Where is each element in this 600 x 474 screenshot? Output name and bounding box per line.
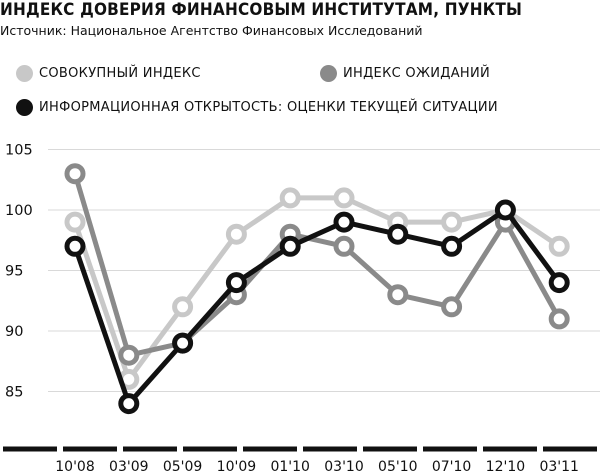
data-point-expectations-5	[333, 235, 355, 257]
legend-item-current: ИНФОРМАЦИОННАЯ ОТКРЫТОСТЬ: ОЦЕНКИ ТЕКУЩЕ…	[16, 99, 498, 116]
data-point-expectations-6	[387, 284, 409, 306]
series-line-current	[72, 207, 562, 407]
legend-label-current: ИНФОРМАЦИОННАЯ ОТКРЫТОСТЬ: ОЦЕНКИ ТЕКУЩЕ…	[39, 100, 498, 115]
data-point-composite-2	[172, 296, 194, 318]
x-tick-label: 10'08	[55, 459, 94, 474]
series-line-composite	[72, 195, 562, 382]
data-point-expectations-7	[441, 296, 463, 318]
x-tick-label: 01'10	[270, 459, 309, 474]
y-tick-label-95: 95	[5, 264, 23, 280]
chart-title: ИНДЕКС ДОВЕРИЯ ФИНАНСОВЫМ ИНСТИТУТАМ, ПУ…	[0, 0, 523, 20]
data-point-current-8	[494, 199, 516, 221]
x-tick-label: 10'09	[217, 459, 256, 474]
x-tick-label: 05'09	[163, 459, 202, 474]
y-tick-label-100: 100	[5, 203, 33, 219]
data-point-composite-7	[441, 211, 463, 233]
legend-marker-expectations	[320, 65, 337, 82]
data-point-composite-0	[64, 211, 86, 233]
data-point-current-7	[441, 235, 463, 257]
data-point-current-9	[548, 272, 570, 294]
data-point-expectations-9	[548, 308, 570, 330]
data-point-current-0	[64, 235, 86, 257]
series-line-expectations	[72, 171, 562, 358]
data-point-composite-9	[548, 235, 570, 257]
chart-source: Источник: Национальное Агентство Финансо…	[0, 23, 423, 38]
legend-item-expectations: ИНДЕКС ОЖИДАНИЙ	[320, 65, 490, 82]
x-tick-label: 05'10	[378, 459, 417, 474]
x-tick-label: 03'11	[539, 459, 578, 474]
data-point-current-6	[387, 223, 409, 245]
legend-label-expectations: ИНДЕКС ОЖИДАНИЙ	[343, 66, 491, 81]
legend-label-composite: СОВОКУПНЫЙ ИНДЕКС	[39, 66, 201, 81]
x-tick-label: 07'10	[432, 459, 471, 474]
data-point-current-4	[279, 235, 301, 257]
legend-item-composite: СОВОКУПНЫЙ ИНДЕКС	[16, 65, 201, 82]
x-tick-label: 03'10	[324, 459, 363, 474]
legend-marker-current	[16, 99, 33, 116]
data-point-composite-5	[333, 187, 355, 209]
data-point-composite-4	[279, 187, 301, 209]
data-point-current-2	[172, 332, 194, 354]
data-point-current-5	[333, 211, 355, 233]
y-tick-label-90: 90	[5, 324, 23, 340]
data-point-composite-3	[225, 223, 247, 245]
x-tick-label: 03'09	[109, 459, 148, 474]
x-tick-label: 12'10	[486, 459, 525, 474]
data-point-current-1	[118, 393, 140, 415]
data-point-expectations-0	[64, 163, 86, 185]
data-point-expectations-1	[118, 344, 140, 366]
legend-marker-composite	[16, 65, 33, 82]
y-tick-label-85: 85	[5, 385, 23, 401]
data-point-current-3	[225, 272, 247, 294]
y-tick-label-105: 105	[5, 143, 33, 159]
